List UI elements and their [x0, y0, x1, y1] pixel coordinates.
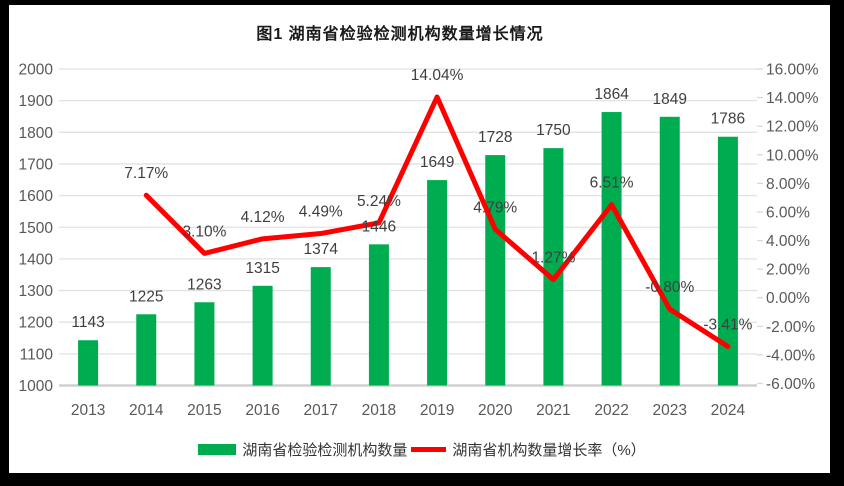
bar-value-label: 1143	[71, 314, 104, 331]
bar-value-label: 1728	[478, 129, 512, 146]
right-axis-tick-label: -2.00%	[766, 319, 815, 336]
left-axis-tick-label: 2000	[19, 62, 54, 79]
legend-line-swatch-icon	[411, 447, 447, 452]
line-point-label: -3.41%	[703, 316, 752, 333]
x-axis-labels: 2013 2014 2015 2016 2017 2018 2019 2020 2021 2022…	[71, 402, 746, 419]
bar-2024	[717, 136, 738, 386]
line-point-label: -0.80%	[645, 279, 694, 296]
bar-2017	[310, 267, 331, 386]
line-point-label: 4.49%	[299, 204, 343, 221]
line-point-label: 6.51%	[590, 175, 634, 192]
legend-bar-swatch-icon	[198, 444, 237, 455]
bar-2018	[368, 244, 389, 386]
left-axis-tick-label: 1000	[19, 378, 54, 395]
bar-value-label: 1225	[129, 288, 163, 305]
left-axis-tick-label: 1700	[19, 156, 54, 173]
x-axis-label: 2024	[711, 402, 746, 419]
x-axis-label: 2013	[71, 402, 105, 419]
bar-value-label: 1849	[653, 91, 687, 108]
legend-bar-label: 湖南省检验检测机构数量	[242, 442, 408, 459]
right-axis-ticks	[757, 68, 763, 385]
left-axis-tick-label: 1300	[19, 283, 54, 300]
right-axis-tick-label: 2.00%	[766, 262, 810, 279]
growth-rate-line	[143, 94, 731, 349]
line-point-label: 7.17%	[124, 165, 168, 182]
left-axis-labels: 2000 1900 1800 1700 1600 1500 1400 1300 1200 1100…	[19, 62, 54, 396]
line-point-label: 1.27%	[531, 250, 575, 267]
right-axis-tick-label: 4.00%	[766, 233, 810, 250]
right-axis-tick-label: -6.00%	[766, 376, 815, 393]
chart-background-frame	[9, 5, 830, 473]
x-axis-label: 2014	[129, 402, 164, 419]
left-axis-tick-label: 1500	[19, 220, 54, 237]
right-axis-tick-label: -4.00%	[766, 347, 815, 364]
line-point-label: 3.10%	[182, 223, 226, 240]
bar-value-label: 1649	[420, 154, 454, 171]
x-axis-label: 2020	[478, 402, 513, 419]
legend-line-label: 湖南省机构数量增长率（%）	[452, 442, 646, 459]
bar-2023	[659, 116, 680, 386]
growth-line-series	[143, 94, 731, 349]
bar-value-label: 1864	[594, 86, 629, 103]
line-point-label: 4.79%	[473, 199, 517, 216]
right-axis-tick-label: 10.00%	[766, 147, 819, 164]
left-axis-tick-label: 1600	[19, 188, 54, 205]
left-axis-tick-label: 1200	[19, 315, 54, 332]
line-point-label: 14.04%	[411, 67, 464, 84]
x-axis-label: 2016	[245, 402, 279, 419]
legend: 湖南省检验检测机构数量 湖南省机构数量增长率（%）	[0, 439, 844, 460]
x-axis-label: 2015	[187, 402, 221, 419]
gridlines	[59, 68, 757, 387]
left-axis-tick-label: 1800	[19, 125, 54, 142]
left-axis-tick-label: 1100	[20, 346, 54, 363]
bar-value-label: 1263	[187, 276, 221, 293]
left-axis-tick-label: 1400	[19, 251, 54, 268]
bar-value-label: 1315	[245, 260, 279, 277]
x-axis-label: 2017	[304, 402, 338, 419]
bar-value-label: 1786	[711, 111, 745, 128]
bar-2013	[78, 340, 99, 386]
x-axis-label: 2022	[594, 402, 628, 419]
right-axis-labels: 16.00% 14.00% 12.00% 10.00% 8.00% 6.00% 4.00% 2…	[766, 62, 819, 394]
bar-2022	[601, 112, 622, 386]
x-axis-label: 2021	[536, 402, 570, 419]
bar-2015	[194, 302, 215, 386]
right-axis-tick-label: 0.00%	[766, 290, 810, 307]
right-axis-tick-label: 12.00%	[766, 119, 819, 136]
left-axis-tick-label: 1900	[19, 93, 54, 110]
bar-value-label: 1446	[362, 218, 396, 235]
bar-2021	[543, 148, 564, 386]
x-axis-label: 2019	[420, 402, 454, 419]
bar-series	[78, 112, 738, 386]
line-point-label: 5.24%	[357, 193, 401, 210]
right-axis-tick-label: 8.00%	[766, 176, 810, 193]
bar-value-label: 1374	[304, 241, 339, 258]
line-point-labels: 7.17% 3.10% 4.12% 4.49% 5.24% 14.04% 4.79% 1.27…	[124, 67, 752, 333]
bar-2014	[136, 314, 157, 386]
x-axis-label: 2018	[362, 402, 396, 419]
chart-title: 图1 湖南省检验检测机构数量增长情况	[256, 26, 544, 43]
bar-value-label: 1750	[536, 122, 571, 139]
right-axis-tick-label: 6.00%	[766, 204, 810, 221]
x-axis-label: 2023	[653, 402, 687, 419]
bar-2019	[427, 180, 448, 386]
bar-2020	[485, 155, 506, 386]
right-axis-tick-label: 16.00%	[766, 62, 819, 79]
right-axis-tick-label: 14.00%	[766, 90, 819, 107]
bar-2016	[252, 285, 273, 386]
bar-value-labels: 1143 1225 1263 1315 1374 1446 1649 1728 1750 1864…	[71, 86, 745, 331]
line-point-label: 4.12%	[241, 209, 285, 226]
